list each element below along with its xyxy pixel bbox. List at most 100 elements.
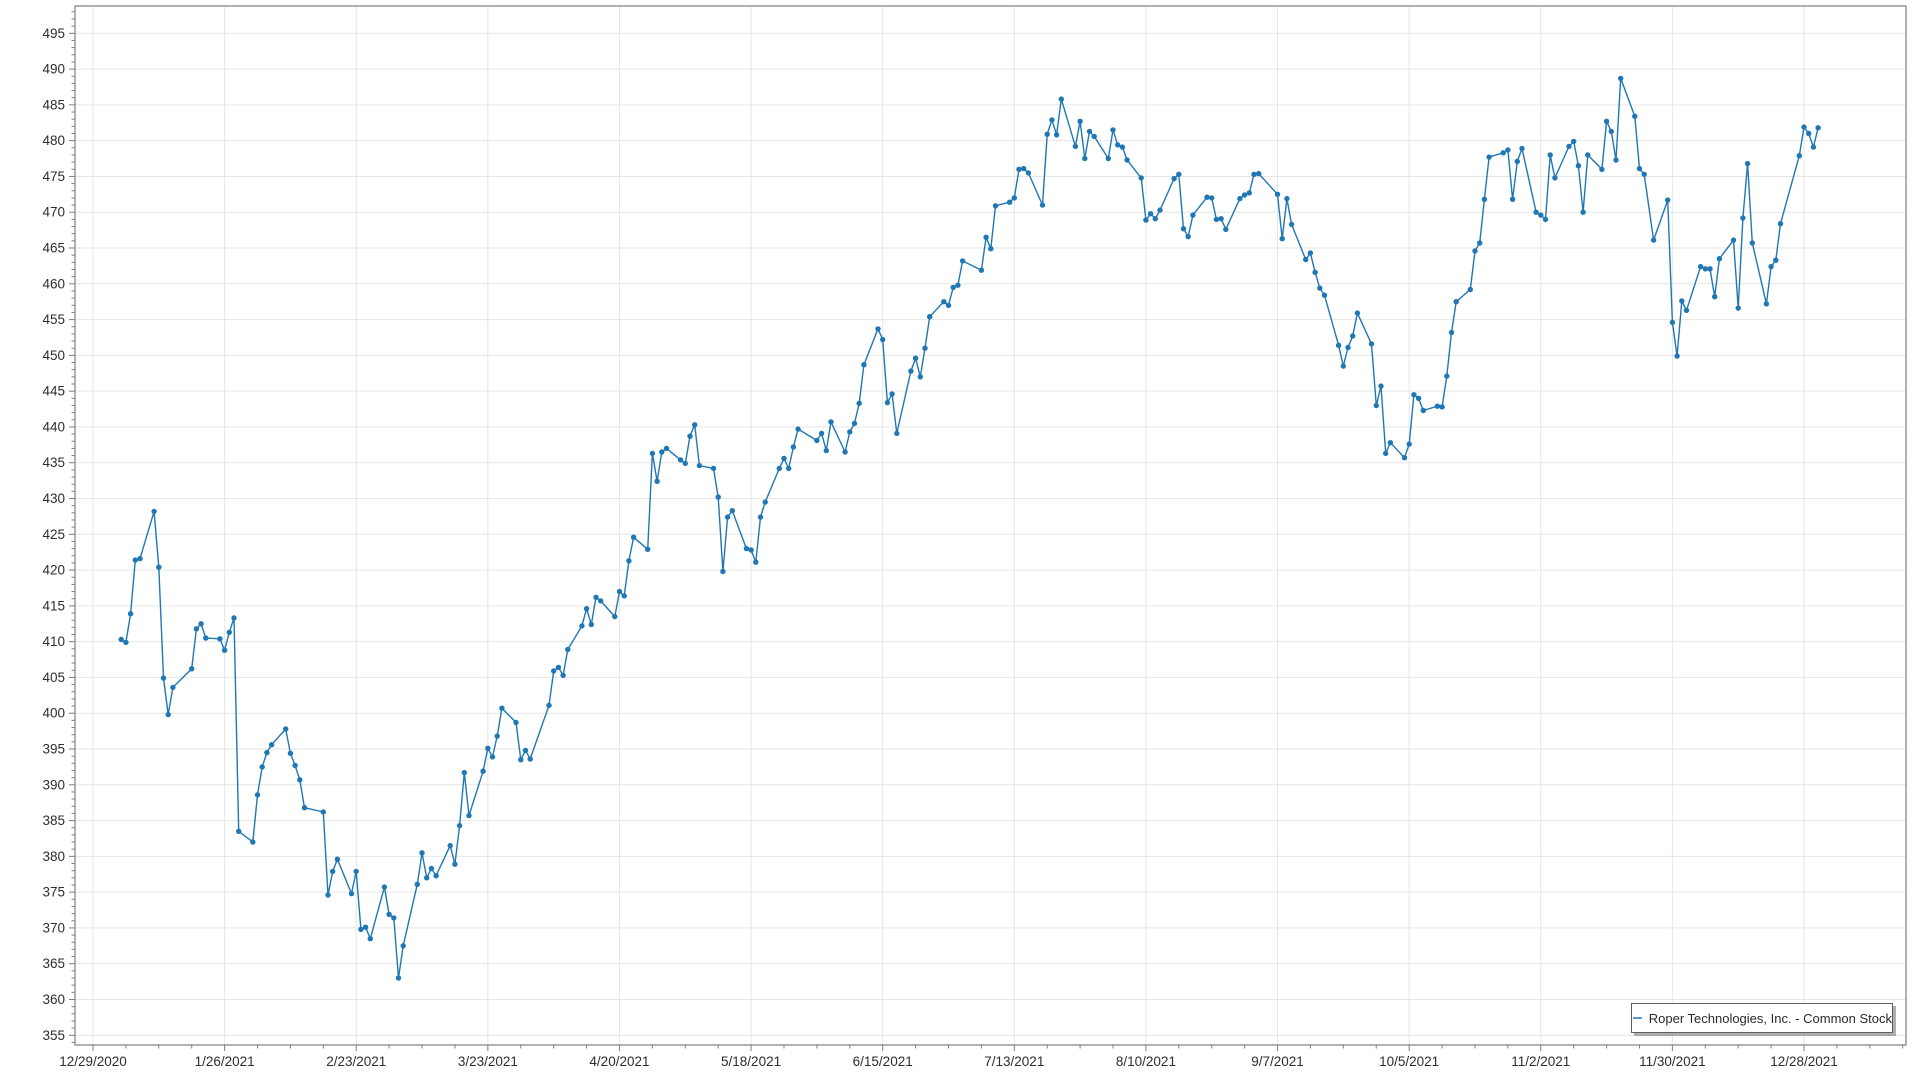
data-point [1317, 285, 1323, 291]
y-tick-label: 445 [42, 384, 65, 399]
data-point [1477, 240, 1483, 246]
data-point [842, 449, 848, 455]
data-point [654, 478, 660, 484]
data-point [250, 839, 256, 845]
data-point [992, 203, 999, 209]
data-point [1406, 441, 1412, 447]
y-tick-label: 435 [42, 455, 65, 470]
data-point [1119, 144, 1126, 150]
data-point [1213, 216, 1220, 223]
data-point [583, 606, 590, 612]
data-point [1580, 209, 1586, 215]
data-point [715, 494, 721, 500]
data-point [1712, 294, 1718, 300]
data-point [325, 892, 331, 898]
data-point [988, 246, 994, 252]
data-point [786, 465, 792, 472]
data-point [894, 430, 900, 437]
y-tick-label: 490 [42, 62, 65, 77]
data-point [1025, 170, 1032, 176]
data-point [494, 733, 500, 739]
y-tick-label: 355 [42, 1028, 65, 1043]
data-point [781, 455, 787, 462]
data-point [522, 747, 529, 754]
data-point [165, 711, 171, 718]
data-point [1105, 155, 1112, 162]
data-point [527, 756, 533, 762]
data-point [1679, 298, 1685, 304]
data-point [259, 764, 265, 770]
data-point [692, 422, 698, 428]
data-point [889, 391, 895, 397]
data-point [1209, 195, 1215, 201]
data-point [1740, 215, 1746, 221]
data-point [861, 362, 867, 368]
y-tick-label: 470 [42, 205, 65, 220]
y-tick-label: 455 [42, 312, 65, 327]
data-point [283, 726, 289, 732]
data-point [268, 742, 275, 748]
data-point [1368, 341, 1375, 347]
data-point [1744, 160, 1751, 167]
data-point [1665, 197, 1671, 203]
data-point [776, 465, 782, 472]
data-point [1749, 240, 1756, 246]
data-point [659, 449, 665, 455]
data-point [513, 719, 519, 726]
data-point [1218, 216, 1224, 222]
y-tick-label: 395 [42, 742, 65, 757]
data-point [955, 282, 961, 288]
data-point [710, 465, 717, 472]
data-point [1223, 226, 1229, 233]
data-point [137, 555, 143, 562]
data-point [1251, 171, 1257, 177]
data-point [1439, 404, 1445, 410]
data-point [748, 547, 754, 553]
data-point [743, 545, 750, 552]
data-point [1815, 125, 1821, 131]
y-tick-label: 410 [42, 634, 65, 649]
data-point [1401, 455, 1408, 461]
data-point [823, 447, 829, 454]
data-point [1072, 143, 1079, 150]
y-tick-label: 385 [42, 813, 65, 828]
data-point [1768, 263, 1774, 270]
y-tick-label: 495 [42, 26, 65, 41]
data-point [1500, 150, 1506, 156]
data-point [1481, 196, 1488, 202]
data-point [1157, 207, 1163, 213]
data-point [555, 664, 562, 671]
data-point [391, 915, 397, 921]
data-point [447, 842, 453, 849]
y-tick-label: 430 [42, 491, 65, 506]
data-point [1618, 75, 1624, 82]
data-point [424, 875, 430, 881]
legend: Roper Technologies, Inc. - Common Stock [1631, 1003, 1893, 1033]
data-point [1279, 236, 1285, 242]
data-point [1307, 250, 1314, 256]
data-point [386, 911, 392, 917]
data-point [1350, 333, 1356, 339]
y-tick-label: 425 [42, 527, 65, 542]
data-point [1312, 269, 1318, 275]
data-point [588, 621, 594, 628]
data-point [1176, 171, 1182, 177]
data-point [236, 828, 242, 834]
data-point [1697, 263, 1704, 270]
data-point [682, 460, 688, 467]
data-point [1411, 392, 1417, 398]
data-point [480, 768, 486, 774]
data-point [884, 399, 891, 406]
data-point [612, 613, 618, 620]
data-point [485, 745, 491, 751]
data-point [330, 868, 336, 875]
x-tick-label: 1/26/2021 [195, 1054, 255, 1069]
data-point [663, 445, 670, 452]
data-point [1204, 194, 1210, 200]
data-point [1716, 256, 1723, 262]
data-point [1415, 395, 1422, 401]
data-point [1636, 165, 1643, 172]
data-point [287, 750, 294, 756]
data-point [1420, 407, 1427, 414]
data-point [353, 868, 359, 875]
